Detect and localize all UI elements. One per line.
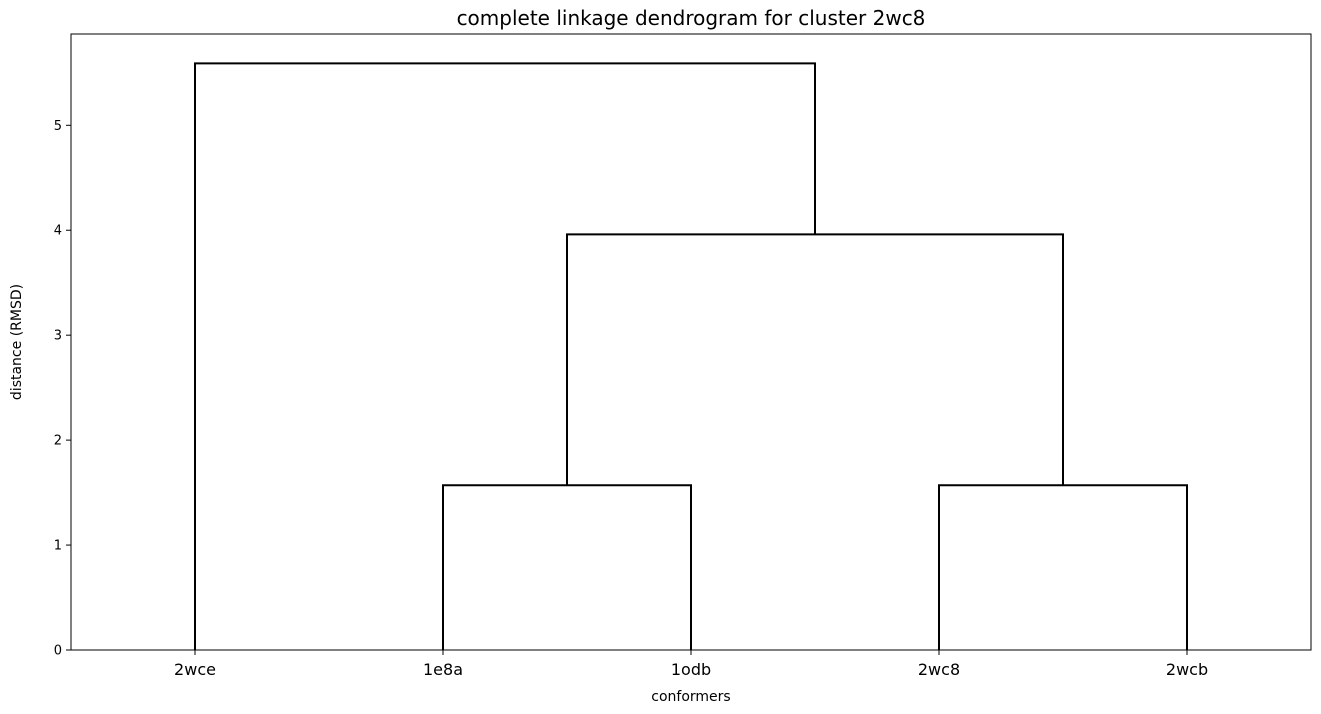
x-tick-label-2wce: 2wce: [174, 660, 216, 679]
x-tick-label-1e8a: 1e8a: [423, 660, 463, 679]
dendrogram-link-3: [194, 62, 816, 650]
x-tick-label-2wc8: 2wc8: [918, 660, 960, 679]
y-axis-label: distance (RMSD): [9, 284, 25, 400]
y-tick-label: 0: [54, 644, 62, 659]
x-axis-label: conformers: [651, 689, 730, 705]
dendrogram-link-1: [938, 484, 1188, 650]
dendrogram-link-0: [442, 484, 692, 650]
chart-title: complete linkage dendrogram for cluster …: [456, 6, 926, 30]
x-tick-label-2wcb: 2wcb: [1166, 660, 1208, 679]
x-axis-ticks: 2wce 1e8a 1odb 2wc8 2wcb: [174, 650, 1208, 679]
y-tick-label: 5: [54, 119, 62, 134]
y-tick-label: 4: [54, 224, 62, 239]
y-tick-label: 3: [54, 329, 62, 344]
dendrogram-link-2: [566, 233, 1064, 486]
x-tick-label-1odb: 1odb: [671, 660, 711, 679]
y-tick-label: 1: [54, 539, 62, 554]
y-tick-label: 2: [54, 434, 62, 449]
y-axis-ticks: 0 1 2 3 4 5: [54, 119, 71, 659]
dendrogram-links: [194, 62, 1188, 650]
